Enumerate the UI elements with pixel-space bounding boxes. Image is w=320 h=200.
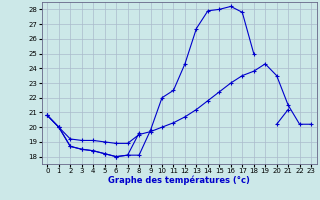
X-axis label: Graphe des températures (°c): Graphe des températures (°c) bbox=[108, 176, 250, 185]
